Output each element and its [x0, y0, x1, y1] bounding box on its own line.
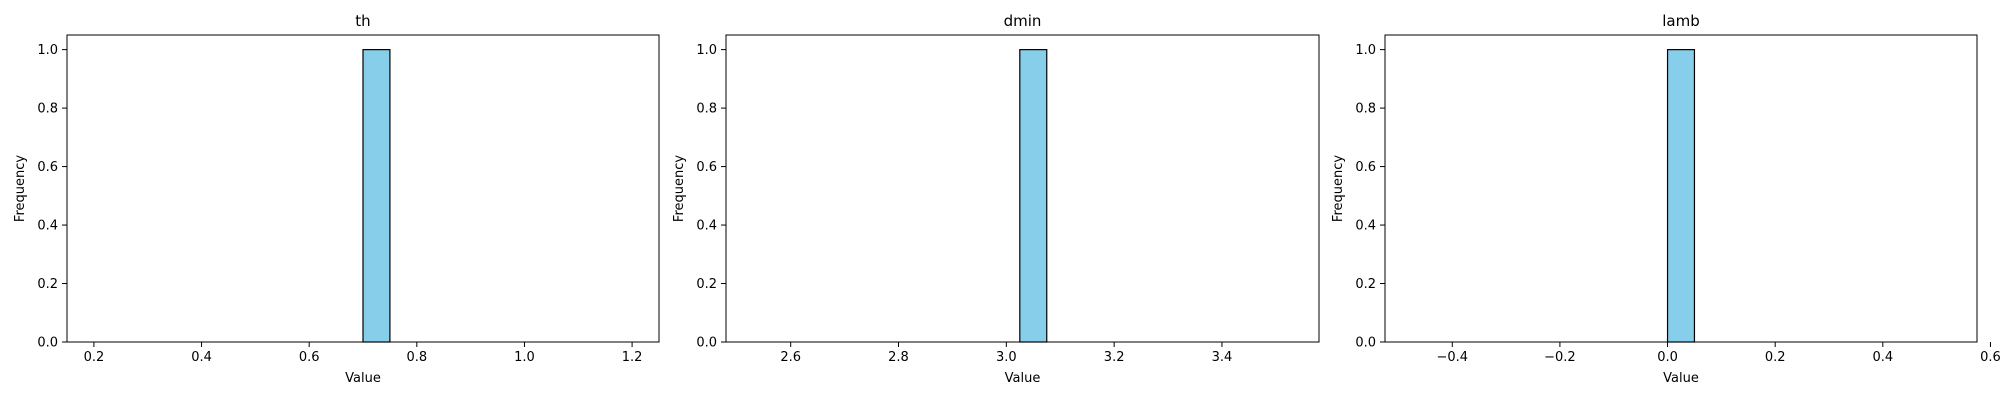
x-tick-label: 0.0: [1657, 350, 1678, 365]
axes-frame: [66, 34, 660, 343]
y-tick-label: 0.0: [37, 336, 58, 351]
histogram-bar: [1019, 49, 1048, 343]
x-tick-label: 0.8: [406, 350, 427, 365]
x-tick-label: 0.2: [84, 350, 105, 365]
y-tick-label: 0.0: [696, 336, 717, 351]
y-tick-label: 0.8: [696, 102, 717, 117]
y-tick-label: 0.0: [1355, 336, 1376, 351]
y-tick-label: 0.4: [1355, 219, 1376, 234]
x-tick-label: 0.6: [299, 350, 320, 365]
x-tick-label: 2.6: [780, 350, 801, 365]
y-tick-label: 0.4: [37, 219, 58, 234]
y-tick-label: 0.2: [696, 277, 717, 292]
x-tick-label: 3.2: [1104, 350, 1125, 365]
x-tick-label: 0.4: [1872, 350, 1893, 365]
x-tick-label: −0.2: [1544, 350, 1576, 365]
x-tick-label: 3.4: [1212, 350, 1233, 365]
x-axis-label: Value: [1005, 371, 1041, 386]
x-tick-label: 2.8: [888, 350, 909, 365]
histogram-bar: [1666, 49, 1696, 343]
y-axis-label: Frequency: [1331, 155, 1346, 222]
y-axis-label: Frequency: [13, 155, 28, 222]
subplot-title: dmin: [1004, 12, 1042, 30]
x-tick-label: 0.2: [1765, 350, 1786, 365]
y-tick-label: 1.0: [1355, 43, 1376, 58]
x-tick-label: 3.0: [996, 350, 1017, 365]
subplot-th: 0.2 0.4 0.6 0.8 1.0 1.2 0.0 0.2 0.4 0.6 0.8 1.0 th Va…: [13, 12, 660, 386]
y-tick-label: 0.6: [696, 160, 717, 175]
y-tick-label: 0.8: [1355, 102, 1376, 117]
y-tick-label: 0.2: [1355, 277, 1376, 292]
y-tick-label: 0.8: [37, 102, 58, 117]
y-tick-label: 0.4: [696, 219, 717, 234]
x-tick-label: 1.0: [514, 350, 535, 365]
x-axis-label: Value: [1663, 371, 1699, 386]
histogram-bar: [362, 49, 391, 343]
subplot-dmin: 2.6 2.8 3.0 3.2 3.4 0.0 0.2 0.4 0.6 0.8 1.0 dmin Val…: [672, 12, 1320, 386]
y-axis-label: Frequency: [672, 155, 687, 222]
subplot-title: lamb: [1662, 12, 1700, 30]
x-tick-label: 0.4: [191, 350, 212, 365]
y-tick-label: 0.6: [1355, 160, 1376, 175]
subplot-title: th: [355, 12, 370, 30]
axes-frame: [725, 34, 1320, 343]
subplot-lamb: −0.4 −0.2 0.0 0.2 0.4 0.6 0.0 0.2 0.4 0.6 0.8 1.0 la…: [1331, 12, 2000, 386]
x-tick-label: −0.4: [1436, 350, 1468, 365]
x-axis-label: Value: [345, 371, 381, 386]
y-tick-label: 0.6: [37, 160, 58, 175]
axes-frame: [1384, 34, 1978, 343]
x-tick-label: 0.6: [1980, 350, 2000, 365]
x-tick-label: 1.2: [622, 350, 643, 365]
y-tick-label: 1.0: [696, 43, 717, 58]
y-tick-label: 0.2: [37, 277, 58, 292]
y-tick-label: 1.0: [37, 43, 58, 58]
